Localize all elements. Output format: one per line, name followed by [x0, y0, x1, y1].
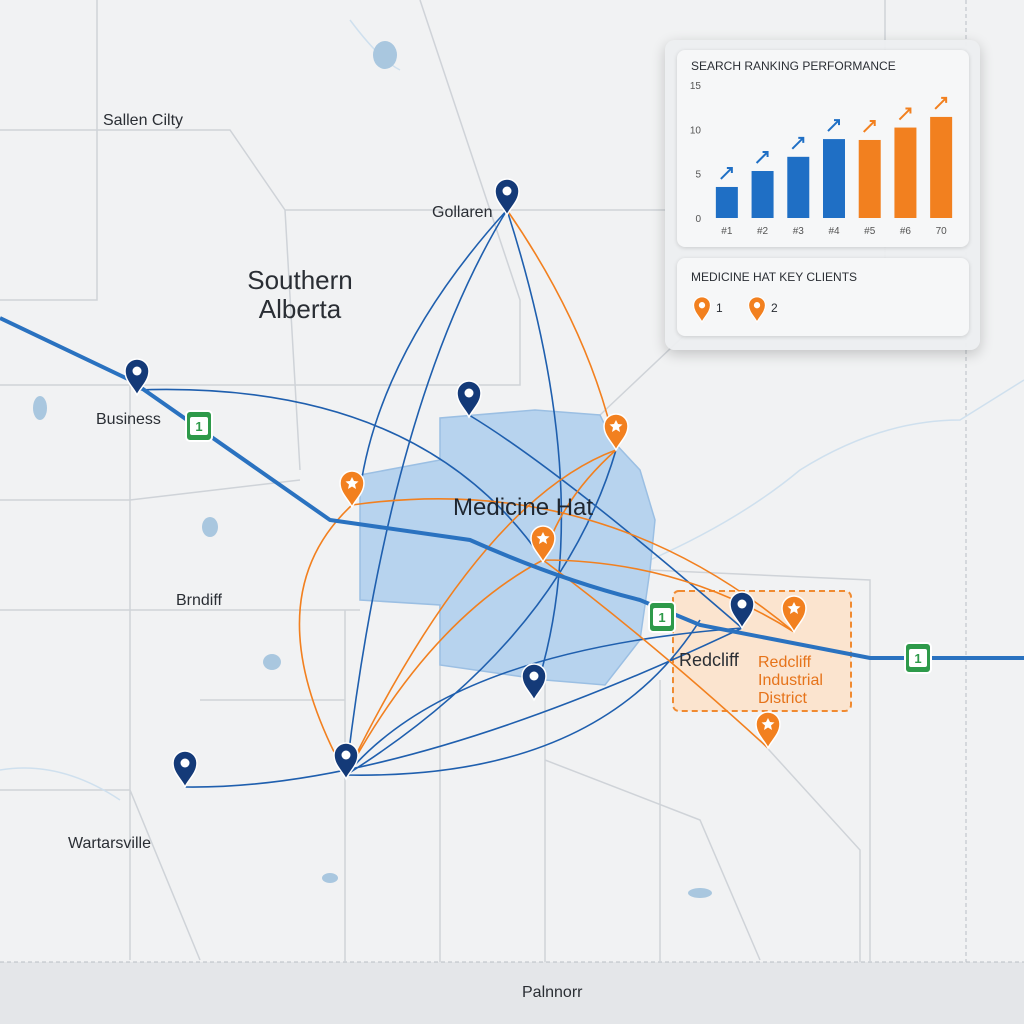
- x-tick-label: 70: [936, 226, 948, 237]
- shield-label: 1: [658, 610, 665, 625]
- highway: [0, 316, 1024, 660]
- x-tick-label: #3: [793, 226, 805, 237]
- map-pin: [781, 595, 807, 634]
- pin-star: [761, 718, 775, 730]
- trend-arrow: [720, 166, 733, 180]
- shield-inner: [909, 649, 927, 667]
- pin-star: [787, 602, 801, 614]
- routes: [136, 209, 795, 788]
- trend-arrow: [827, 119, 840, 132]
- pin-body: [755, 711, 781, 750]
- place-label: Wartarsville: [68, 835, 151, 852]
- pin-star: [536, 532, 550, 544]
- bar: [787, 156, 810, 218]
- bar: [894, 127, 917, 218]
- bar: [930, 116, 953, 218]
- chart-card: SEARCH RANKING PERFORMANCE 0 5 10 15 #1 #2 #3 #…: [677, 50, 969, 247]
- district-label: Redcliff Industrial District: [758, 654, 823, 707]
- y-tick-label: 5: [695, 170, 701, 181]
- map-pin: [693, 296, 711, 324]
- x-tick-label: #5: [864, 226, 876, 237]
- map-pin: [748, 296, 766, 324]
- map-pin: [172, 750, 198, 789]
- bar: [823, 139, 845, 218]
- city-area: [359, 409, 656, 686]
- pin-body: [172, 750, 198, 789]
- y-tick-label: 15: [690, 81, 702, 92]
- pin-dot: [753, 302, 761, 309]
- bar: [715, 186, 738, 218]
- shield-inner: [190, 417, 208, 435]
- chart-title: SEARCH RANKING PERFORMANCE: [691, 59, 896, 73]
- shield-inner: [653, 608, 671, 626]
- place-label: Gollaren: [432, 204, 493, 221]
- map-pin: [521, 663, 547, 702]
- pin-dot: [132, 366, 142, 376]
- pin-body: [494, 178, 520, 217]
- trend-arrow: [898, 107, 912, 121]
- pin-body: [603, 413, 629, 452]
- bar: [858, 139, 881, 218]
- pin-body: [339, 470, 365, 509]
- x-tick-label: #2: [757, 226, 769, 237]
- pin-dot: [464, 388, 474, 398]
- y-tick-label: 10: [690, 125, 702, 136]
- pin-body: [781, 595, 807, 634]
- place-label: Palnnorr: [522, 984, 583, 1001]
- shield-label: 1: [195, 419, 202, 434]
- city-label: Medicine Hat: [453, 494, 594, 521]
- x-tick-label: #4: [828, 226, 840, 237]
- pin-body: [124, 358, 150, 397]
- pin-dot: [502, 186, 512, 196]
- trend-arrow: [863, 119, 876, 133]
- map-pin: [755, 711, 781, 750]
- trend-arrow: [755, 151, 769, 164]
- map-pin: [603, 413, 629, 452]
- shield-label: 1: [914, 651, 921, 666]
- map-pin: [339, 470, 365, 509]
- pin-dot: [341, 750, 351, 760]
- district-area: [672, 590, 852, 712]
- pin-star: [345, 477, 359, 489]
- map-pin: [456, 380, 482, 419]
- x-tick-label: #1: [721, 226, 733, 237]
- trend-arrow: [934, 96, 948, 110]
- bar: [751, 171, 774, 218]
- map-pin: [530, 525, 556, 564]
- pin-body: [748, 296, 766, 324]
- region-label: Southern Alberta: [247, 265, 353, 324]
- pin-dot: [737, 599, 747, 609]
- map-pin: [124, 358, 150, 397]
- map-lower-band: [0, 962, 1024, 1024]
- pin-dot: [180, 758, 190, 768]
- legend-label: 1: [716, 301, 723, 315]
- pin-dot: [529, 671, 539, 681]
- map-pin: [729, 591, 755, 630]
- place-label: Business: [96, 411, 161, 428]
- pin-body: [333, 742, 359, 781]
- pin-body: [456, 380, 482, 419]
- pin-body: [521, 663, 547, 702]
- legend-label: 2: [771, 301, 778, 315]
- trend-arrow: [791, 136, 805, 150]
- pin-star: [609, 420, 623, 432]
- x-tick-label: #6: [900, 226, 912, 237]
- place-label: Brndiff: [176, 592, 222, 609]
- overlay-panel: SEARCH RANKING PERFORMANCE 0 5 10 15 #1 #2 #3 #…: [665, 40, 980, 350]
- lakes: [33, 41, 712, 898]
- map-pin: [333, 742, 359, 781]
- pin-body: [729, 591, 755, 630]
- place-label: Redcliff: [679, 650, 739, 670]
- y-tick-label: 0: [695, 214, 701, 225]
- place-label: Sallen Cilty: [103, 112, 184, 129]
- map-pin: [494, 178, 520, 217]
- pin-dot: [698, 302, 706, 309]
- chart: SEARCH RANKING PERFORMANCE 0 5 10 15 #1 #2 #3 #…: [690, 59, 953, 237]
- legend-title: MEDICINE HAT KEY CLIENTS: [691, 270, 858, 284]
- pin-body: [693, 296, 711, 324]
- pin-body: [530, 525, 556, 564]
